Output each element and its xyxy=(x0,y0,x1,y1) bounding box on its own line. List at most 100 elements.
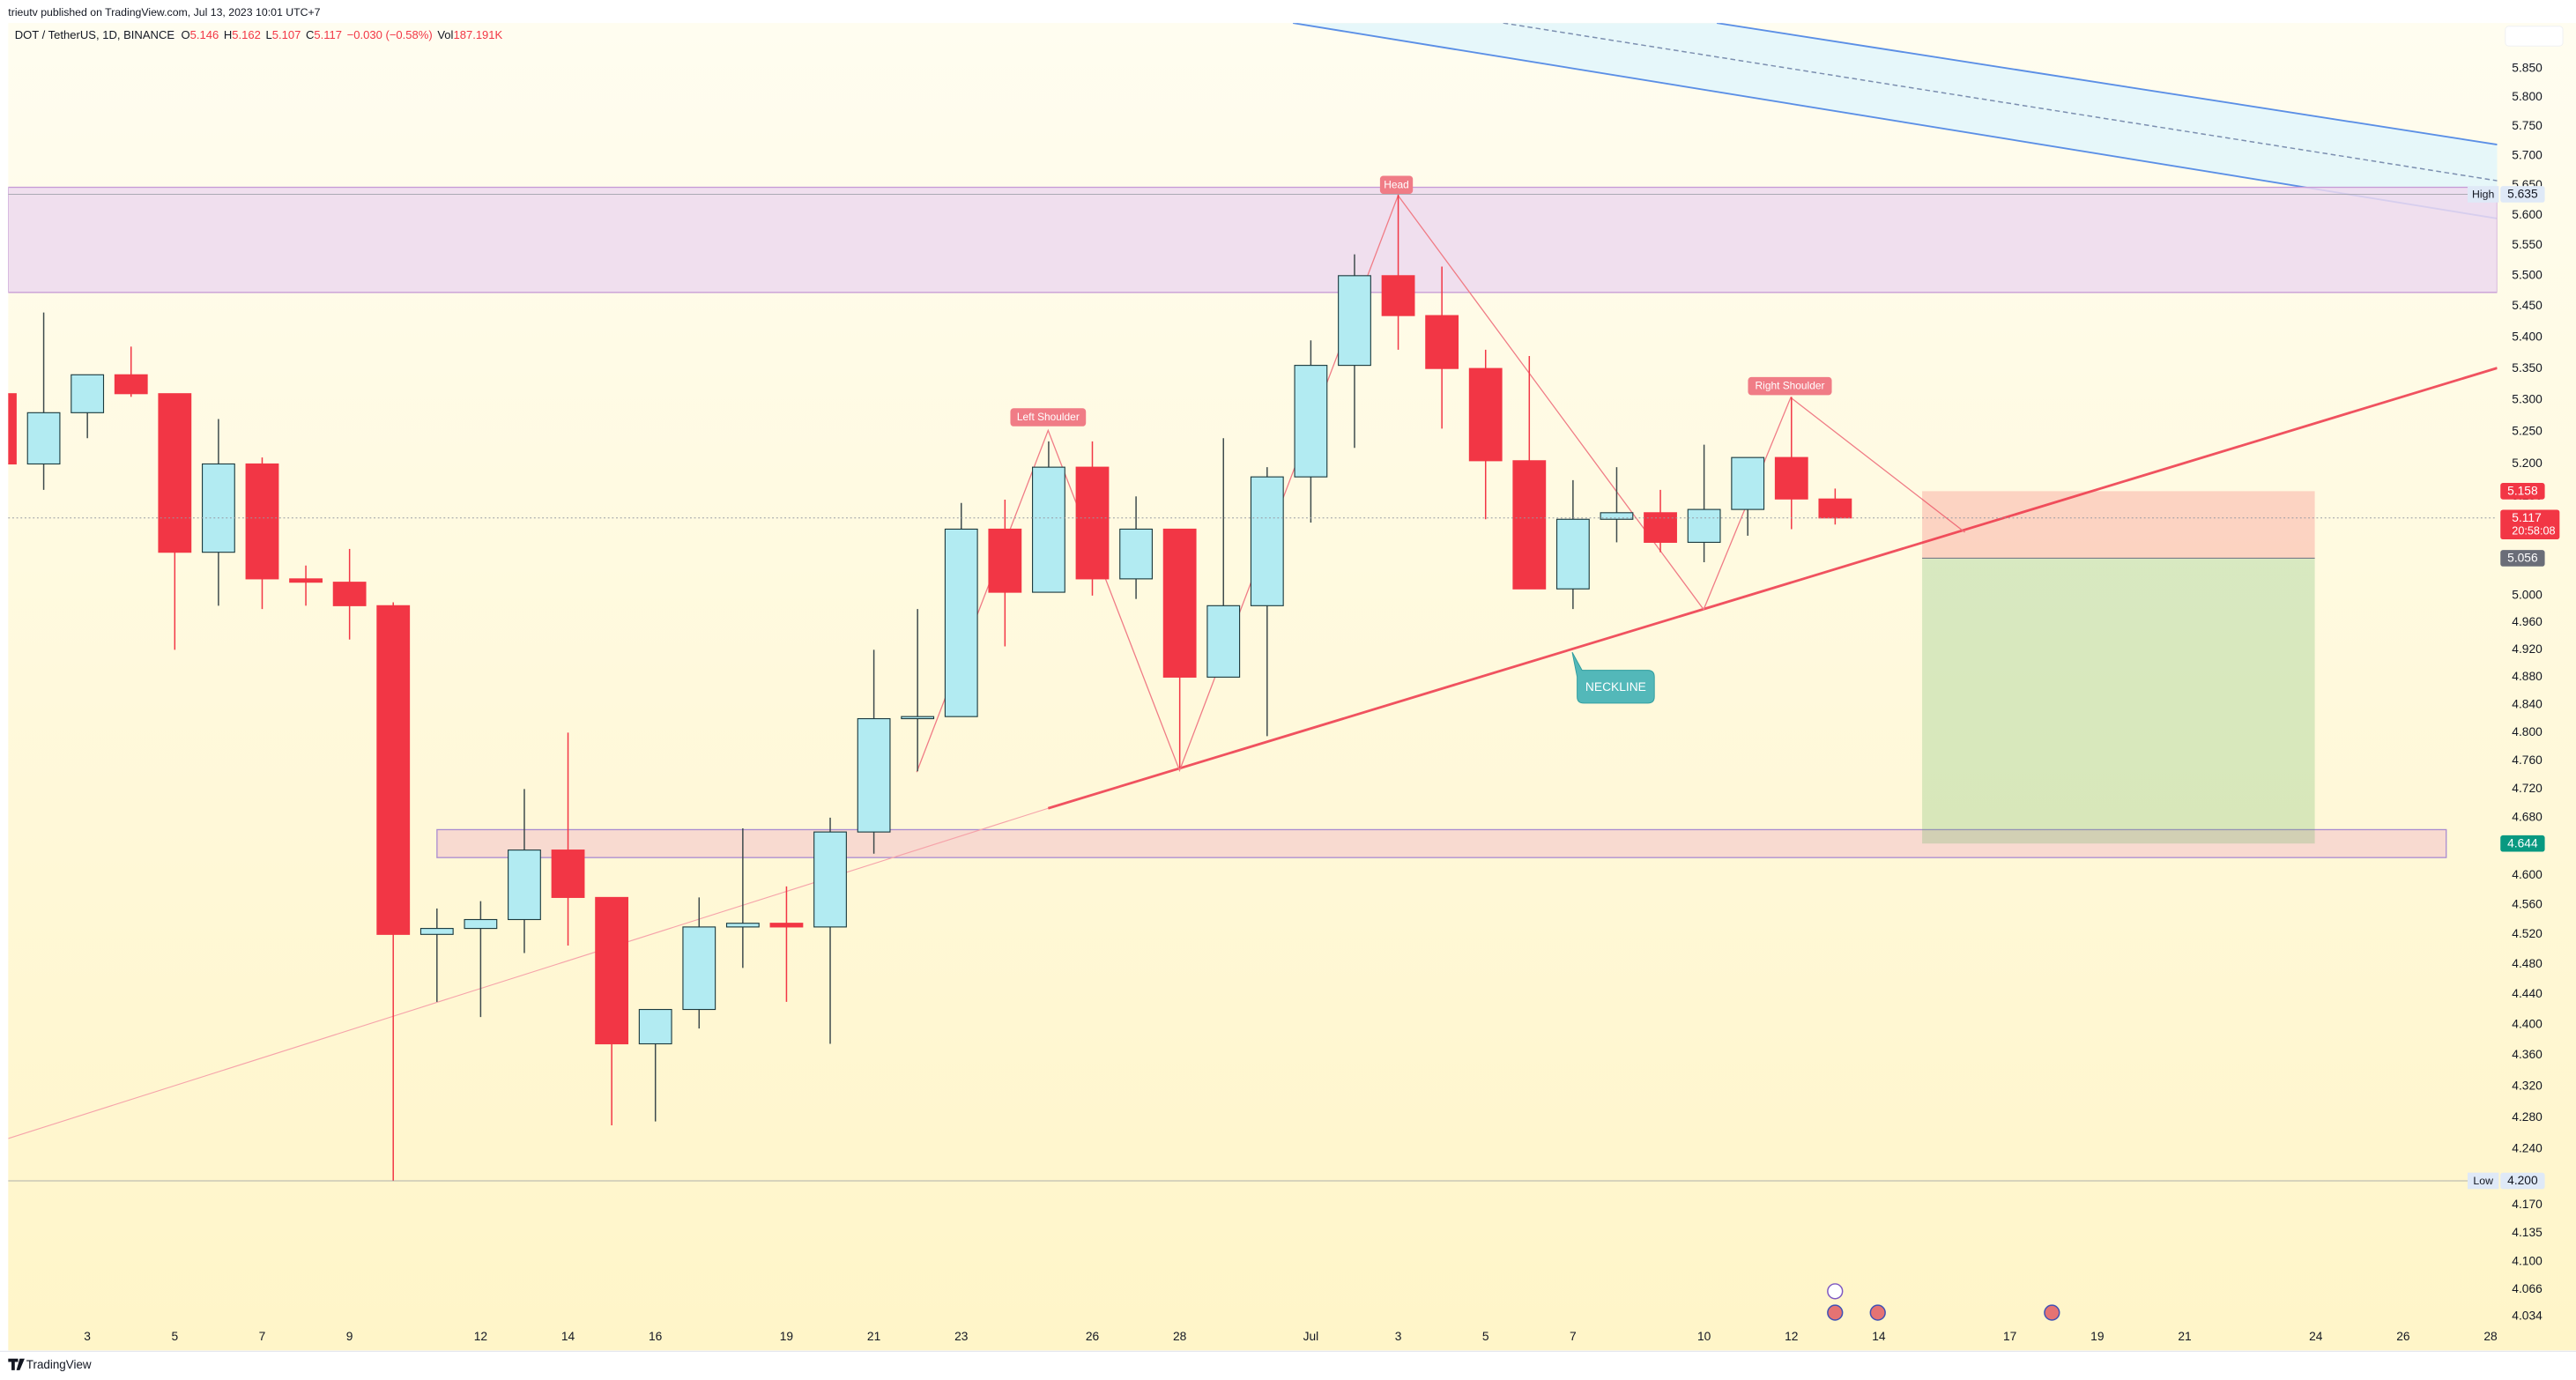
candle-body xyxy=(1687,508,1721,543)
annotation: Left Shoulder xyxy=(1017,411,1080,423)
candle-body xyxy=(1250,476,1284,606)
candle-body xyxy=(158,393,192,553)
candle-body xyxy=(1381,275,1415,316)
price-label: 5.056 xyxy=(2507,552,2538,565)
extreme-name: Low xyxy=(2473,1175,2493,1187)
ohlc-value: 5.162 xyxy=(232,28,261,41)
ohlc-key: L xyxy=(266,28,272,41)
candle-body xyxy=(944,528,978,717)
ohlc-key: C xyxy=(306,28,314,41)
y-tick-label: 5.450 xyxy=(2512,299,2543,312)
event-icon[interactable] xyxy=(1827,1304,1844,1321)
x-tick-label: 5 xyxy=(171,1330,178,1343)
candle-body xyxy=(376,605,411,935)
candle-body xyxy=(813,831,847,928)
extreme-name-box xyxy=(2467,1172,2499,1190)
candle-body xyxy=(8,393,17,465)
ohlc-value: 5.117 xyxy=(314,28,342,41)
x-tick-label: 10 xyxy=(1697,1330,1711,1343)
volume: 187.191K xyxy=(453,28,502,41)
y-tick-label: 4.170 xyxy=(2512,1198,2543,1211)
extreme-name-box xyxy=(2467,186,2499,203)
change: −0.030 (−0.58%) xyxy=(347,28,433,41)
candle-body xyxy=(682,926,716,1011)
x-tick-label: 21 xyxy=(2178,1330,2191,1343)
x-tick-label: 23 xyxy=(954,1330,969,1343)
x-tick-label: 19 xyxy=(780,1330,794,1343)
position xyxy=(1922,491,2315,844)
drawings xyxy=(8,23,2498,1139)
y-tick-label: 4.135 xyxy=(2512,1226,2543,1239)
y-tick-label: 5.350 xyxy=(2512,361,2543,375)
candle-body xyxy=(551,850,585,898)
toolbar-button[interactable] xyxy=(2505,26,2564,47)
ohlc-value: 5.146 xyxy=(190,28,219,41)
price-label-box xyxy=(2500,550,2545,567)
labels: 5.8505.8005.7505.7005.6505.6005.5505.500… xyxy=(8,61,2560,1343)
y-tick-label: 4.920 xyxy=(2512,642,2543,656)
price-label: 5.117 xyxy=(2512,511,2541,524)
price-label-box xyxy=(2500,186,2545,203)
y-tick-label: 5.000 xyxy=(2512,589,2543,602)
candle-body xyxy=(1512,460,1547,590)
y-tick-label: 5.250 xyxy=(2512,425,2543,438)
x-tick-label: 9 xyxy=(346,1330,353,1343)
price-label-box xyxy=(2500,509,2560,540)
candle-body xyxy=(1206,605,1241,678)
y-tick-label: 4.400 xyxy=(2512,1017,2543,1030)
symbol: DOT / TetherUS, 1D, BINANCE xyxy=(15,28,175,41)
publisher: trieutv published on TradingView.com, Ju… xyxy=(8,6,320,19)
x-tick-label: 3 xyxy=(1395,1330,1402,1343)
candle-body xyxy=(26,412,61,465)
event-icon[interactable] xyxy=(1869,1304,1886,1321)
y-tick-label: 5.800 xyxy=(2512,90,2543,103)
candle-body xyxy=(1119,528,1153,580)
brand: TradingView xyxy=(26,1358,92,1371)
reward-zone xyxy=(1922,558,2315,844)
y-tick-label: 4.480 xyxy=(2512,957,2543,970)
x-tick-label: 14 xyxy=(1872,1330,1886,1343)
y-tick-label: 4.720 xyxy=(2512,782,2543,795)
x-tick-label: 3 xyxy=(84,1330,91,1343)
candle-body xyxy=(1818,498,1852,519)
annotation: Head xyxy=(1384,178,1409,190)
price-label-box xyxy=(2500,483,2545,500)
ohlc-key: H xyxy=(224,28,232,41)
y-tick-label: 5.400 xyxy=(2512,330,2543,343)
annotation-box xyxy=(1748,376,1832,396)
candle-body xyxy=(857,717,891,833)
candle-body xyxy=(1774,456,1808,500)
y-tick-label: 4.440 xyxy=(2512,987,2543,1000)
candle-body xyxy=(114,374,148,395)
x-tick-label: 16 xyxy=(649,1330,663,1343)
y-tick-label: 4.066 xyxy=(2512,1282,2543,1295)
y-tick-label: 4.240 xyxy=(2512,1142,2543,1155)
candle-body xyxy=(725,923,760,928)
volume-key: Vol xyxy=(437,28,453,41)
x-tick-label: 21 xyxy=(867,1330,880,1343)
channel-line xyxy=(1716,23,2498,145)
extreme-name: High xyxy=(2472,188,2494,200)
candle-body xyxy=(769,923,804,928)
candle-body xyxy=(988,528,1022,593)
x-tick-label: 28 xyxy=(2483,1330,2498,1343)
x-tick-label: 26 xyxy=(2396,1330,2410,1343)
candle-body xyxy=(245,463,279,580)
candle-body xyxy=(1425,315,1459,369)
event-icon[interactable] xyxy=(2044,1304,2060,1321)
y-tick-label: 4.034 xyxy=(2512,1309,2543,1322)
y-tick-label: 4.100 xyxy=(2512,1254,2543,1267)
event-icon[interactable] xyxy=(1827,1283,1844,1300)
candle-body xyxy=(1555,518,1590,590)
y-tick-label: 4.320 xyxy=(2512,1079,2543,1092)
y-tick-label: 4.960 xyxy=(2512,615,2543,628)
y-tick-label: 4.360 xyxy=(2512,1048,2543,1061)
candle-body xyxy=(1338,275,1371,367)
y-tick-label: 5.300 xyxy=(2512,393,2543,406)
y-tick-label: 4.280 xyxy=(2512,1110,2543,1124)
candle-body xyxy=(1731,456,1765,510)
candles xyxy=(8,194,1852,1182)
y-tick-label: 4.560 xyxy=(2512,897,2543,910)
x-tick-label: 26 xyxy=(1086,1330,1100,1343)
